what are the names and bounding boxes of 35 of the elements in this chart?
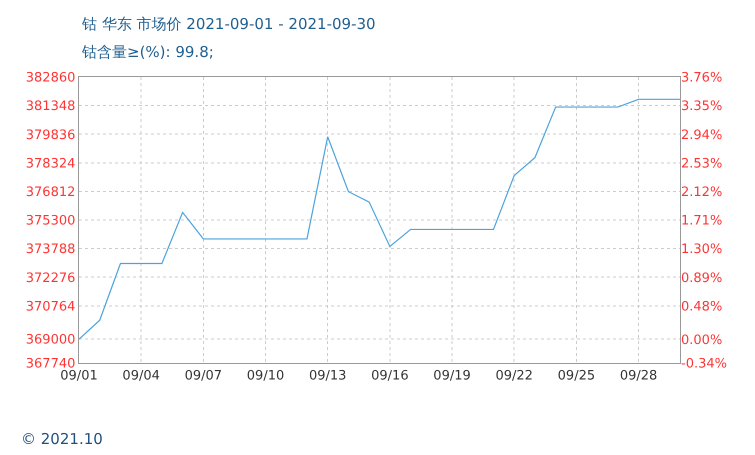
x-tick-label: 09/22	[495, 368, 533, 384]
chart-title: 钴 华东 市场价 2021-09-01 - 2021-09-30	[81, 15, 376, 33]
y2-tick-label: 3.76%	[681, 70, 722, 86]
y2-tick-label: 2.12%	[681, 184, 722, 200]
x-tick-label: 09/25	[558, 368, 596, 384]
y-tick-label: 379836	[26, 128, 76, 143]
x-tick-label: 09/07	[184, 368, 222, 384]
x-tick-label: 09/10	[246, 368, 284, 384]
y2-tick-label: 1.30%	[681, 242, 722, 258]
text: © 2021.10	[21, 430, 103, 448]
x-tick-label: 09/19	[433, 368, 471, 384]
y2-tick-label: 1.71%	[681, 214, 722, 229]
y2-tick-label: -0.34%	[681, 356, 727, 372]
chart-subtitle: 钴含量≥(%): 99.8;	[81, 43, 214, 61]
y-tick-label: 376812	[26, 184, 76, 200]
x-tick-label: 09/04	[122, 368, 160, 384]
x-tick-label: 09/28	[620, 368, 658, 384]
x-tick-label: 09/16	[371, 368, 409, 384]
x-tick-label: 09/01	[60, 368, 98, 384]
y2-tick-label: 2.94%	[681, 128, 722, 143]
y2-tick-label: 0.48%	[681, 299, 722, 314]
x-tick-label: 09/13	[308, 368, 346, 384]
y2-tick-label: 2.53%	[681, 156, 722, 172]
y-tick-label: 382860	[26, 70, 76, 86]
y-tick-label: 373788	[26, 242, 76, 258]
y2-tick-label: 3.35%	[681, 99, 722, 114]
y2-tick-label: 0.89%	[681, 270, 722, 286]
y-tick-label: 381348	[26, 99, 76, 114]
y-tick-label: 372276	[26, 270, 76, 286]
y-tick-label: 369000	[26, 332, 76, 348]
y-tick-label: 370764	[26, 299, 76, 314]
line-series	[79, 98, 680, 340]
y-tick-label: 375300	[26, 214, 76, 229]
y-tick-label: 378324	[26, 156, 76, 172]
y2-tick-label: 0.00%	[681, 332, 722, 348]
